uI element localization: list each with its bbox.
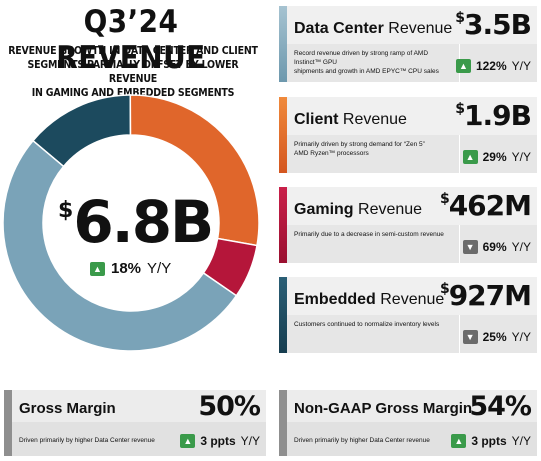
donut-slice-data-center <box>2 139 238 352</box>
total-currency: $ <box>58 198 74 223</box>
margin-card-gross: Gross Margin 50% Driven primarily by hig… <box>4 390 266 456</box>
down-arrow-icon: ▼ <box>462 330 478 344</box>
segment-value: $462M <box>439 189 532 222</box>
total-change-label: Y/Y <box>147 260 172 277</box>
segment-color-bar <box>279 187 287 263</box>
segment-change: ▲ 29% Y/Y <box>462 150 531 164</box>
margin-description: Driven primarily by higher Data Center r… <box>294 437 430 444</box>
segment-card-client: Client Revenue $1.9B Primarily driven by… <box>279 97 537 173</box>
down-arrow-icon: ▼ <box>462 240 478 254</box>
subtitle-line: SEGMENTS PARTIALLY OFFSET BY LOWER REVEN… <box>27 59 239 85</box>
total-amount: 6.8B <box>73 188 214 256</box>
up-arrow-icon: ▲ <box>455 59 471 73</box>
segment-change: ▼ 25% Y/Y <box>462 330 531 344</box>
segment-value: $1.9B <box>455 99 532 132</box>
subtitle-line: REVENUE GROWTH IN DATA CENTER AND CLIENT <box>8 45 258 57</box>
margin-color-bar <box>279 390 287 456</box>
segment-color-bar <box>279 277 287 353</box>
margin-name: Non-GAAP Gross Margin <box>294 400 473 417</box>
segment-name: Client Revenue <box>294 111 407 128</box>
segment-description: Record revenue driven by strong ramp of … <box>294 50 439 75</box>
margin-change: ▲ 3 ppts Y/Y <box>180 434 260 448</box>
segment-name: Embedded Revenue <box>294 291 445 308</box>
subtitle-line: IN GAMING AND EMBEDDED SEGMENTS <box>31 87 235 99</box>
total-change-pct: 18% <box>111 260 142 277</box>
up-arrow-icon: ▲ <box>451 434 467 448</box>
margin-card-non-gaap: Non-GAAP Gross Margin 54% Driven primari… <box>279 390 537 456</box>
up-arrow-icon: ▲ <box>90 261 105 276</box>
segment-change: ▼ 69% Y/Y <box>462 240 531 254</box>
segment-value: $927M <box>439 279 532 312</box>
segment-description: Primarily driven by strong demand for “Z… <box>294 141 425 157</box>
margin-description: Driven primarily by higher Data Center r… <box>19 437 155 444</box>
segment-description: Primarily due to a decrease in semi-cust… <box>294 231 444 238</box>
segment-color-bar <box>279 97 287 173</box>
segment-card-gaming: Gaming Revenue $462M Primarily due to a … <box>279 187 537 263</box>
up-arrow-icon: ▲ <box>180 434 196 448</box>
total-revenue: $6.8B <box>58 192 214 252</box>
total-change: ▲ 18% Y/Y <box>90 260 171 277</box>
segment-value: $3.5B <box>455 8 532 41</box>
segment-description: Customers continued to normalize invento… <box>294 321 440 328</box>
segment-color-bar <box>279 6 287 82</box>
segment-name: Gaming Revenue <box>294 201 423 218</box>
segment-name: Data Center Revenue <box>294 20 453 37</box>
margin-value: 54% <box>469 391 532 422</box>
margin-color-bar <box>4 390 12 456</box>
segment-card-data-center: Data Center Revenue $3.5B Record revenue… <box>279 6 537 82</box>
page-title: Q3’24 REVENUE <box>56 4 206 76</box>
segment-change: ▲ 122% Y/Y <box>455 59 531 73</box>
margin-value: 50% <box>198 391 261 422</box>
revenue-donut-chart <box>2 94 260 352</box>
segment-card-embedded: Embedded Revenue $927M Customers continu… <box>279 277 537 353</box>
page-subtitle: REVENUE GROWTH IN DATA CENTER AND CLIENT… <box>2 44 264 100</box>
up-arrow-icon: ▲ <box>462 150 478 164</box>
margin-change: ▲ 3 ppts Y/Y <box>451 434 531 448</box>
margin-name: Gross Margin <box>19 400 116 417</box>
